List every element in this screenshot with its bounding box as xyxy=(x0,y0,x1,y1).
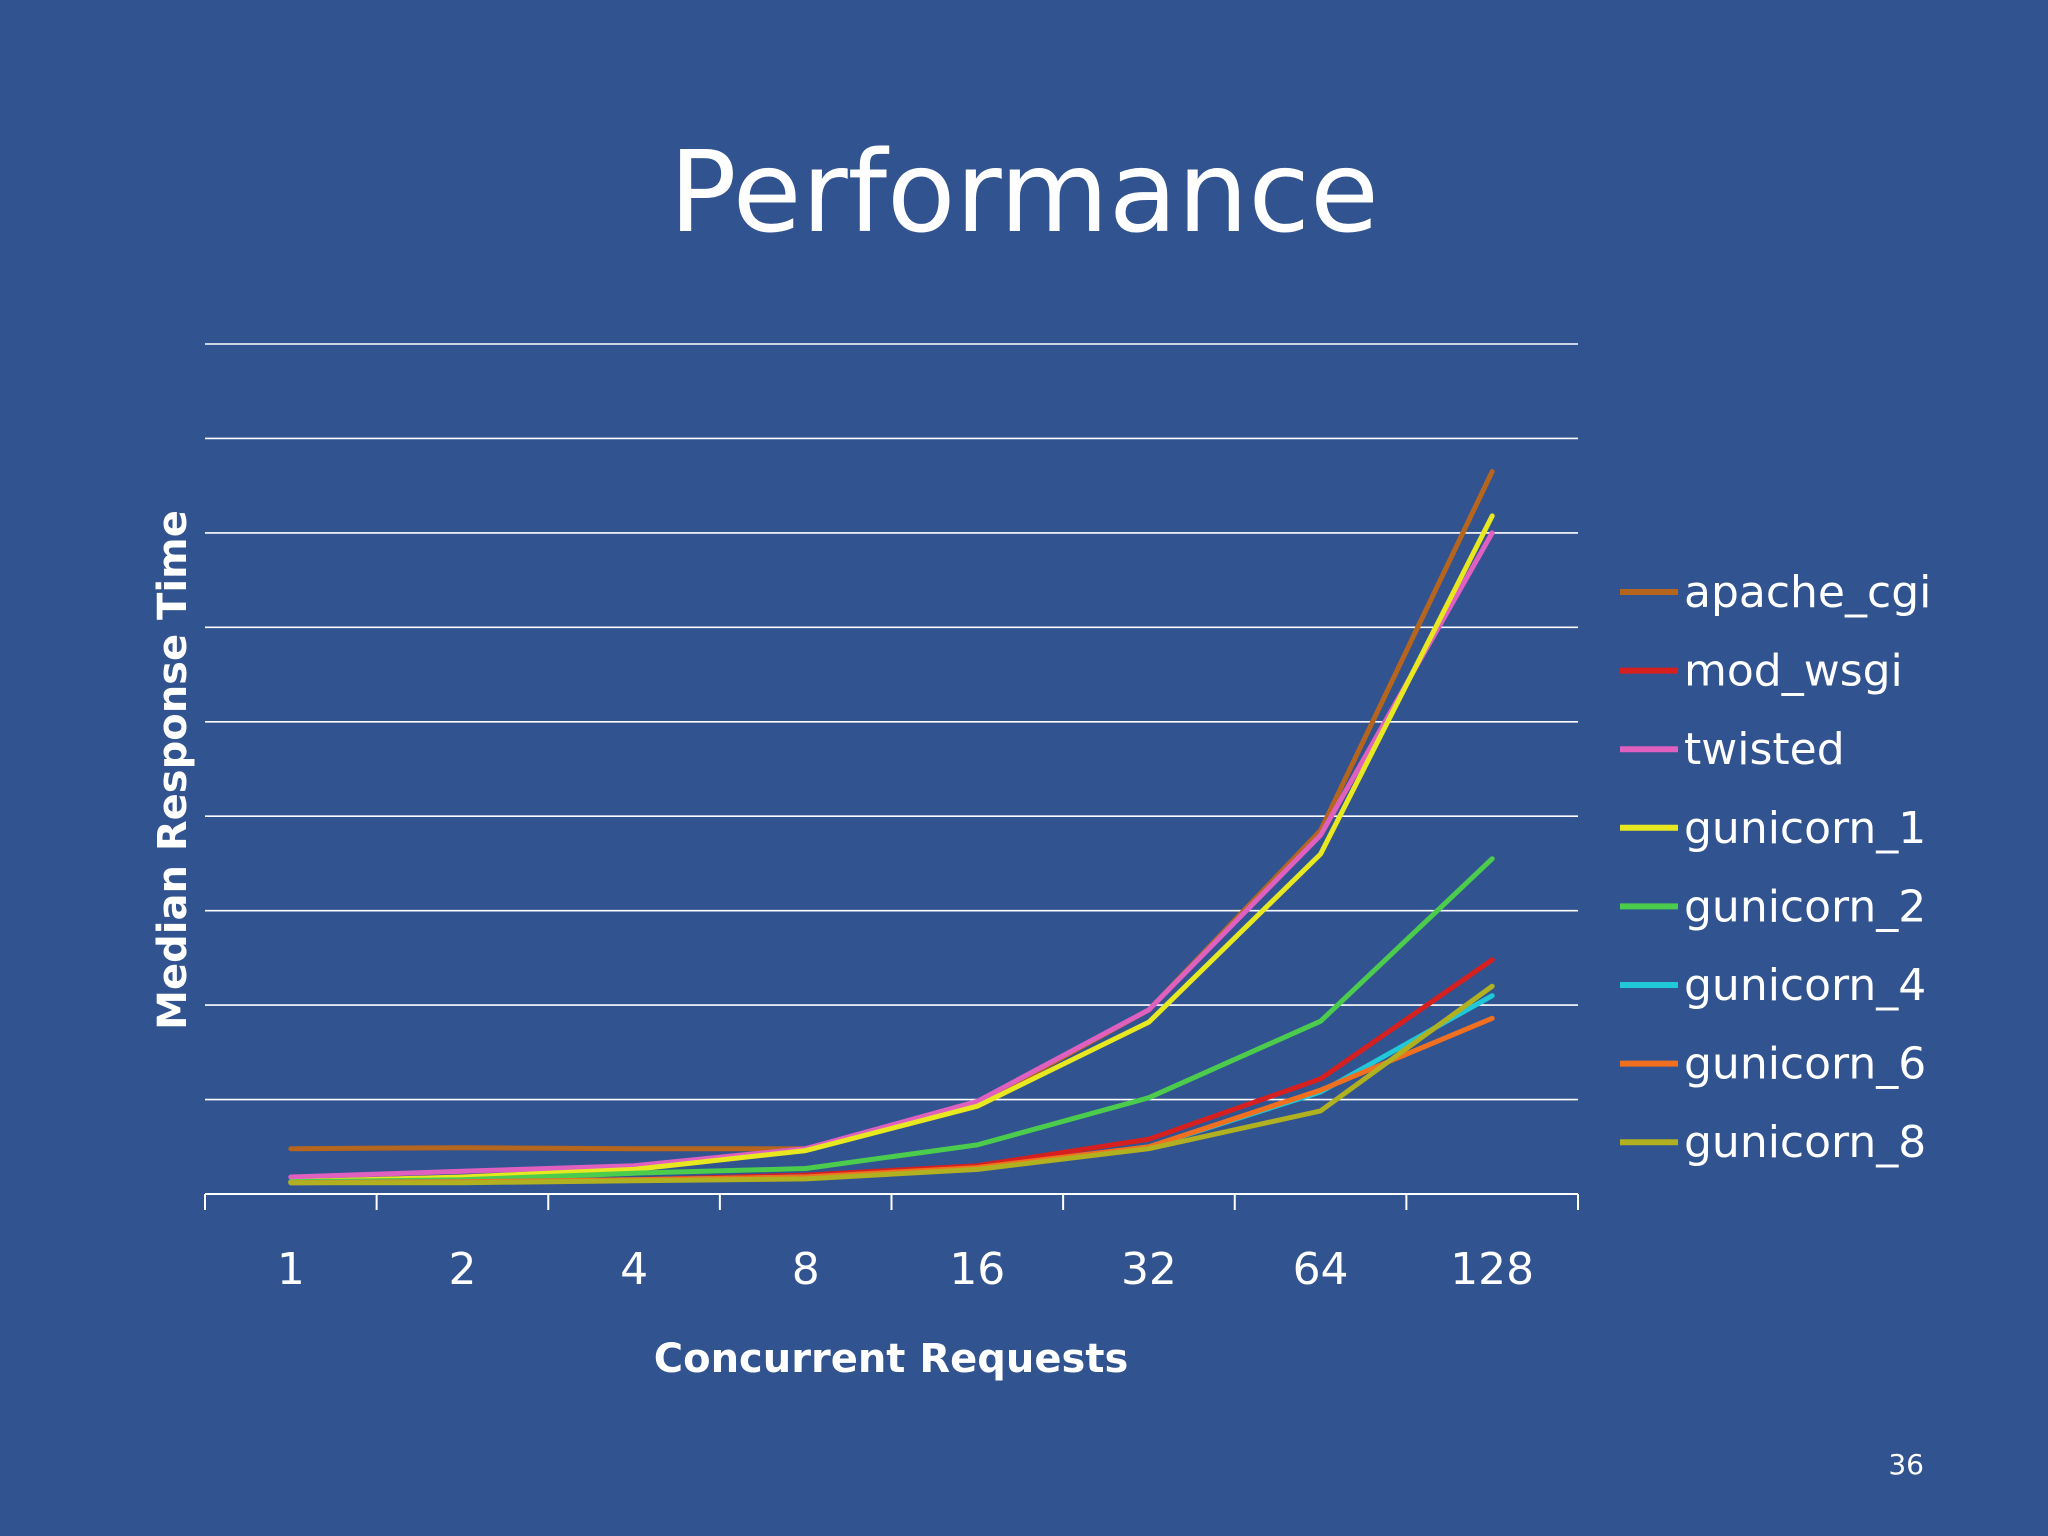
legend-label-mod_wsgi: mod_wsgi xyxy=(1684,646,1903,697)
series-lines xyxy=(288,469,1495,1186)
series-line-gunicorn_2 xyxy=(288,856,1495,1185)
series-line-apache_cgi xyxy=(288,469,1495,1152)
legend-label-gunicorn_2: gunicorn_2 xyxy=(1684,881,1926,932)
gridlines xyxy=(205,343,1578,1101)
slide-title: Performance xyxy=(669,128,1379,258)
x-tick-label: 8 xyxy=(792,1244,820,1295)
series-line-gunicorn_8 xyxy=(288,983,1495,1186)
series-line-gunicorn_1 xyxy=(288,513,1495,1185)
series-line-twisted xyxy=(288,530,1495,1180)
x-tick-label: 4 xyxy=(620,1244,648,1295)
slide-number: 36 xyxy=(1888,1448,1924,1481)
x-axis: 1 2 4 8 16 32 64 128 xyxy=(204,1193,1579,1295)
x-tick-label: 128 xyxy=(1450,1244,1534,1295)
x-axis-label: Concurrent Requests xyxy=(654,1336,1129,1382)
legend-label-apache_cgi: apache_cgi xyxy=(1684,567,1931,618)
x-tick-label: 2 xyxy=(448,1244,476,1295)
legend-label-gunicorn_1: gunicorn_1 xyxy=(1684,803,1926,854)
legend-label-twisted: twisted xyxy=(1684,724,1845,775)
x-tick-label: 32 xyxy=(1121,1244,1177,1295)
legend-label-gunicorn_4: gunicorn_4 xyxy=(1684,960,1926,1011)
legend-label-gunicorn_8: gunicorn_8 xyxy=(1684,1117,1926,1168)
x-tick-label: 1 xyxy=(277,1244,305,1295)
legend-label-gunicorn_6: gunicorn_6 xyxy=(1684,1039,1926,1090)
x-tick-label: 16 xyxy=(949,1244,1005,1295)
x-tick-label: 64 xyxy=(1293,1244,1349,1295)
y-axis-label: Median Response Time xyxy=(150,510,196,1030)
